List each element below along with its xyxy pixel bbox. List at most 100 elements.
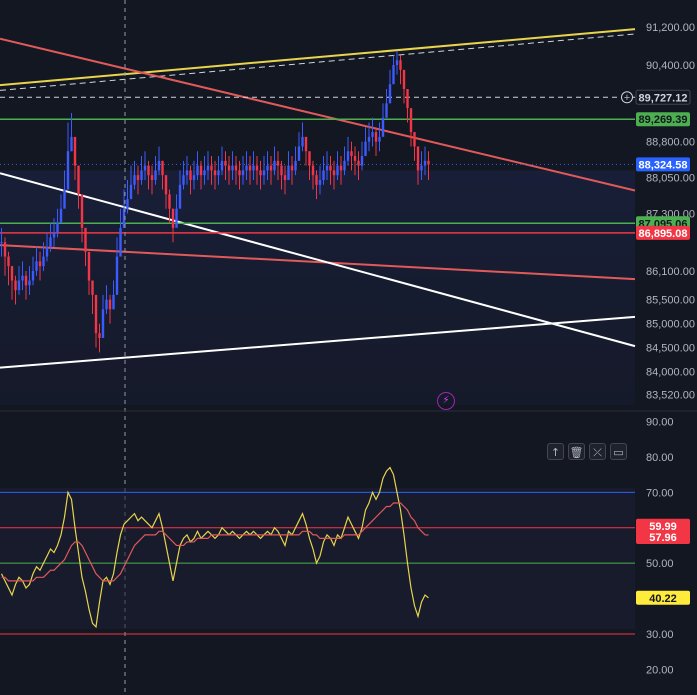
price-levels[interactable] [0,96,635,234]
candle-body [325,165,329,171]
candle-body [3,242,7,257]
candle-body [378,136,381,142]
candle-body [59,208,63,224]
trend-line-4 [0,172,636,348]
candle-body [154,170,157,180]
candle-body [336,165,339,176]
candle-body [24,275,28,286]
candle-body [108,299,112,310]
candle-body [343,160,346,171]
candle-body [52,232,56,238]
candle-body [73,136,77,166]
price-area-fill [0,170,635,405]
add-alert-icon [621,91,633,104]
candle-body [252,165,255,171]
candle-body [402,69,406,89]
price-tick-label: 88,050.00 [646,173,695,185]
candle-body [217,170,220,176]
osc-tick-label: 80.00 [646,452,674,464]
osc-tick-label: 50.00 [646,558,674,570]
candle-body [101,309,105,338]
candle-body [297,146,301,161]
pane-toolbar: ↑ 🗑 ⤫ ▭ [547,443,627,460]
candle-body [276,160,280,166]
candle-body [248,165,252,171]
candle-body [420,165,423,171]
candle-body [308,151,311,166]
candle-body [7,256,10,267]
candle-body [189,170,192,180]
price-tag-green-line: 89,269.39 [639,114,688,126]
oscillator-levels [0,491,635,635]
candle-body [42,256,45,267]
candle-body [416,146,420,171]
trend-lines[interactable] [0,28,636,369]
candle-body [196,165,199,176]
candle-body [392,65,395,85]
price-tag-last-price: 88,324.58 [639,159,688,171]
price-tick-label: 83,520.00 [646,389,695,401]
price-tick-label: 85,500.00 [646,295,695,307]
alert-icon[interactable]: ⚡ [437,392,455,410]
price-area-background [0,170,635,405]
osc-tick-label: 30.00 [646,629,674,641]
candle-body [140,170,143,180]
candle-body [409,108,413,133]
delete-icon[interactable]: 🗑 [568,443,585,460]
candle-body [385,103,388,118]
osc-tag-2: 40.22 [649,593,677,605]
candle-body [213,170,217,176]
candle-body [322,170,325,180]
price-tick-label: 90,400.00 [646,60,695,72]
trend-line-5 [0,315,636,369]
candle-body [105,299,108,310]
candle-body [364,141,367,157]
candle-body [175,208,178,228]
price-tick-label: 84,500.00 [646,343,695,355]
candle-body [255,165,259,171]
candle-body [143,165,147,171]
candle-body [178,184,182,209]
candle-body [17,280,21,291]
price-tag-green-line-bg [636,112,690,127]
candle-body [122,208,126,228]
candle-body [66,151,70,190]
candle-body [266,165,269,171]
candle-body [245,165,248,171]
osc-tick-label: 90.00 [646,417,674,429]
candle-body [129,184,133,200]
osc-tag-0-bg [636,518,690,533]
candle-body [70,136,73,152]
candle-body [126,199,129,209]
candle-body [0,242,3,244]
collapse-icon[interactable]: ⤫ [589,443,606,460]
maximize-icon[interactable]: ▭ [610,443,627,460]
candle-body [171,208,175,228]
price-tag-crosshair-bg [635,89,691,105]
candle-body [182,175,185,185]
candle-body [353,156,357,161]
trend-line-2 [0,37,636,192]
candle-body [388,84,392,104]
candle-body [161,160,164,176]
price-tick-label: 85,000.00 [646,319,695,331]
candle-body [56,223,59,233]
candle-body [87,251,91,281]
candle-body [287,165,290,180]
candle-body [168,194,171,209]
price-axis[interactable]: 91,200.0090,400.0088,800.0088,050.0087,3… [646,22,695,402]
candle-body [238,170,241,176]
trend-line-0 [0,28,636,87]
candle-body [350,151,353,157]
candle-body [21,275,24,281]
candle-body [119,227,122,257]
candle-body [14,280,17,291]
arrow-up-icon[interactable]: ↑ [547,443,564,460]
candle-body [80,194,84,228]
candle-body [273,160,276,171]
candle-body [136,175,140,180]
trend-line-3 [0,244,636,281]
osc-series-0 [0,466,429,629]
